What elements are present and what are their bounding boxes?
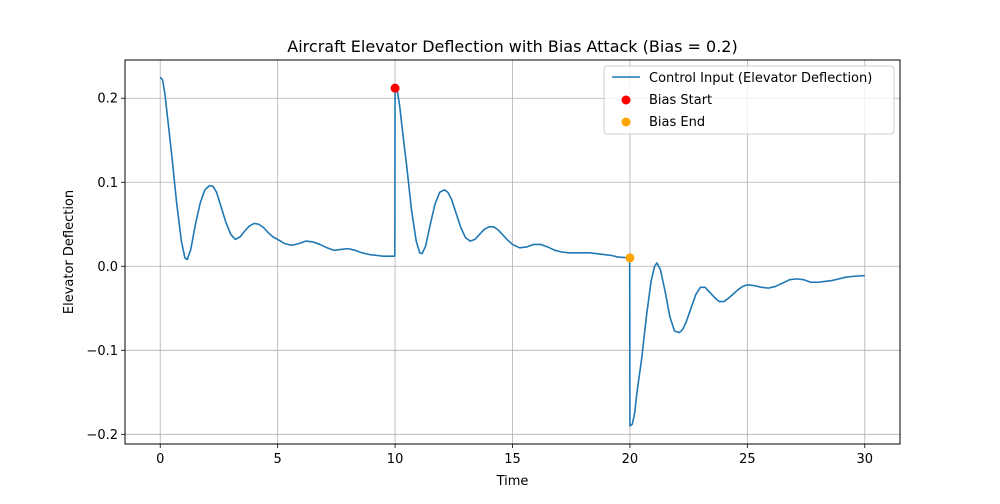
legend-label-bias-start: Bias Start — [649, 93, 712, 108]
y-tick-label: 0.1 — [97, 176, 118, 191]
series-layer — [159, 76, 865, 427]
x-tick-label: 15 — [504, 452, 521, 467]
legend-label-bias-end: Bias End — [649, 115, 705, 130]
legend-label-control-input: Control Input (Elevator Deflection) — [649, 71, 872, 86]
chart-title: Aircraft Elevator Deflection with Bias A… — [287, 37, 737, 56]
y-tick-label: 0.2 — [97, 92, 118, 107]
x-tick-label: 10 — [387, 452, 404, 467]
x-tick-label: 0 — [156, 452, 164, 467]
point-bias-end — [625, 253, 635, 263]
legend-box — [603, 65, 895, 135]
x-tick-label: 25 — [739, 452, 756, 467]
tick-layer: 0 5 10 15 20 25 30 −0.2 −0.1 0.0 0.1 0.2 — [86, 92, 873, 467]
y-tick-label: 0.0 — [97, 260, 118, 275]
y-tick-label: −0.1 — [86, 344, 118, 359]
point-bias-start — [390, 83, 400, 93]
legend-marker-bias-start — [621, 95, 631, 105]
legend-marker-bias-end — [621, 117, 631, 127]
legend: Control Input (Elevator Deflection) Bias… — [603, 65, 895, 135]
x-tick-label: 5 — [274, 452, 282, 467]
series-line-control-input — [159, 76, 865, 427]
x-tick-label: 20 — [622, 452, 639, 467]
y-tick-label: −0.2 — [86, 428, 118, 443]
x-axis-label: Time — [496, 474, 529, 489]
y-axis-label: Elevator Deflection — [62, 190, 77, 314]
x-tick-label: 30 — [856, 452, 873, 467]
